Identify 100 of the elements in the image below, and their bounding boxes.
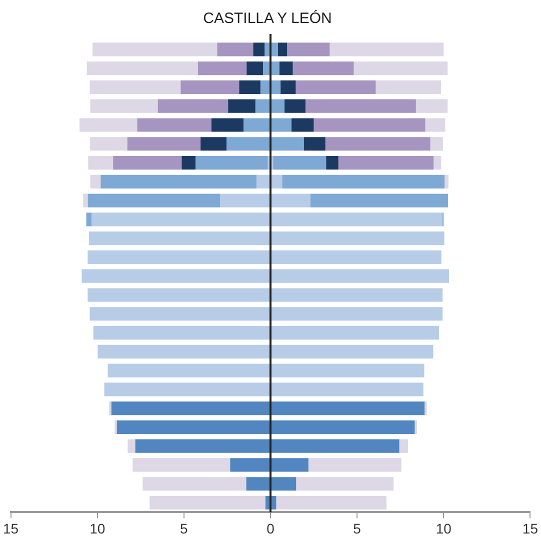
x-tick-label: 10 [436, 520, 452, 536]
chart-title: CASTILLA Y LEÓN [203, 9, 332, 28]
x-tick-label: 5 [353, 520, 362, 536]
bar [271, 288, 443, 302]
bar [128, 439, 136, 453]
bar [271, 194, 310, 208]
bar [88, 156, 114, 170]
bar [271, 364, 424, 378]
bar [220, 194, 270, 208]
bar [246, 477, 270, 491]
bar [100, 174, 256, 188]
bar [354, 62, 448, 76]
bar [271, 232, 444, 246]
bar [280, 80, 296, 94]
bar [256, 174, 270, 188]
bar [180, 80, 240, 94]
bar [182, 156, 196, 170]
bar [158, 99, 228, 113]
bar [228, 99, 256, 113]
bar [284, 99, 306, 113]
bar [425, 118, 446, 132]
bar [89, 232, 270, 246]
bar [271, 137, 304, 151]
bar [271, 212, 442, 226]
bar [90, 99, 158, 113]
bar [416, 99, 448, 113]
bar [116, 420, 270, 434]
bar [271, 118, 292, 132]
bar [271, 99, 285, 113]
bar [90, 307, 270, 321]
bar [291, 118, 314, 132]
bar [108, 364, 270, 378]
bar [325, 137, 430, 151]
bar [376, 80, 442, 94]
bar [88, 250, 270, 264]
bar [211, 118, 244, 132]
bar [271, 402, 425, 416]
bar [310, 194, 448, 208]
bar [217, 42, 254, 56]
bar [287, 42, 330, 56]
bar [88, 288, 270, 302]
bar [271, 269, 450, 283]
bar [226, 137, 270, 151]
bar [113, 156, 182, 170]
bar [90, 174, 101, 188]
bar [282, 174, 445, 188]
bar [88, 194, 220, 208]
bar [434, 156, 442, 170]
bar [305, 99, 416, 113]
bar [271, 307, 443, 321]
bar [93, 326, 270, 340]
bar [278, 42, 288, 56]
bar [444, 174, 448, 188]
bar [255, 99, 270, 113]
bar [80, 118, 138, 132]
bar [86, 62, 198, 76]
bar [150, 496, 266, 510]
bar [273, 156, 326, 170]
bar [127, 137, 201, 151]
x-tick-label: 0 [266, 520, 275, 536]
bar [243, 118, 270, 132]
bar [82, 269, 270, 283]
bar [304, 137, 326, 151]
bar [271, 174, 282, 188]
bar [271, 62, 280, 76]
bar [196, 156, 268, 170]
bar [271, 42, 278, 56]
bar [399, 439, 408, 453]
bar [296, 80, 376, 94]
bar [263, 62, 270, 76]
bar [280, 62, 293, 76]
x-tick-label: 5 [180, 520, 188, 536]
bar [271, 80, 281, 94]
bar [271, 477, 296, 491]
bar [271, 439, 400, 453]
x-tick-label: 10 [90, 520, 106, 536]
bar [271, 326, 439, 340]
bar [271, 344, 434, 358]
bar [276, 496, 387, 510]
x-tick-label: 15 [522, 520, 538, 536]
bar [330, 42, 444, 56]
bar [90, 137, 128, 151]
bar [292, 62, 354, 76]
bar [98, 344, 270, 358]
bar [314, 118, 426, 132]
bar [104, 382, 270, 396]
x-tick-label: 15 [2, 520, 19, 536]
bar [135, 439, 270, 453]
bar [296, 477, 394, 491]
bar [253, 42, 265, 56]
bar [430, 137, 443, 151]
bar [90, 80, 181, 94]
bar [230, 458, 270, 472]
bar [137, 118, 212, 132]
bar [92, 212, 270, 226]
bar [260, 80, 270, 94]
bar [271, 382, 424, 396]
bar [271, 458, 308, 472]
bar [92, 42, 218, 56]
bar [246, 62, 264, 76]
